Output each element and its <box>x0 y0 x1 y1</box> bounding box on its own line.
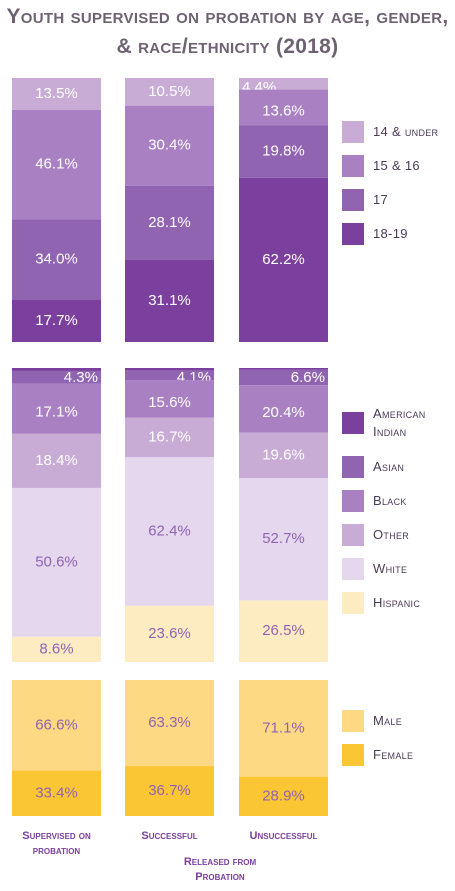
data-label: 13.5% <box>35 85 78 102</box>
data-label: 18.4% <box>35 452 78 469</box>
legend-swatch <box>342 223 364 245</box>
bar-segment <box>125 417 214 458</box>
bar-segment <box>239 680 328 777</box>
data-label: 4.3% <box>64 369 98 386</box>
data-label: 19.8% <box>262 143 305 160</box>
data-label: 52.7% <box>262 530 305 547</box>
legend-label: 14 & under <box>373 124 439 139</box>
bar-segment <box>125 370 214 381</box>
legend-label: American Indian <box>373 406 426 439</box>
data-label: 17.1% <box>35 404 78 421</box>
bar-segment <box>239 385 328 433</box>
group-label: Released from Probation <box>183 856 257 883</box>
legend-swatch <box>342 155 364 177</box>
bar-segment <box>12 300 101 342</box>
bar-segment <box>12 78 101 111</box>
data-label: 23.6% <box>148 625 191 642</box>
data-label: 17.7% <box>35 312 78 329</box>
bar-segment <box>125 78 214 106</box>
legend-swatch <box>342 592 364 614</box>
chart-title: Youth supervised on probation by age, ge… <box>6 5 449 58</box>
bar-segment <box>12 368 101 371</box>
bar-segment <box>239 369 328 386</box>
legend-label: Asian <box>373 459 405 474</box>
bar-segment <box>12 383 101 434</box>
data-label: 6.6% <box>291 369 325 386</box>
legend-swatch <box>342 456 364 478</box>
legend-label: Other <box>373 527 410 542</box>
data-label: 28.9% <box>262 787 305 804</box>
bar-segment <box>12 370 101 384</box>
x-tick-label: Supervised on probation <box>22 830 91 857</box>
data-label: 31.1% <box>148 292 191 309</box>
legend-label: Black <box>373 493 407 508</box>
bar-segment <box>125 368 214 371</box>
bar-segment <box>12 770 101 816</box>
legend-swatch <box>342 558 364 580</box>
legend-swatch <box>342 710 364 732</box>
legend-swatch <box>342 524 364 546</box>
bar-segment <box>12 636 101 662</box>
bar-segment <box>125 766 214 816</box>
data-label: 13.6% <box>262 103 305 120</box>
legend-label: Female <box>373 747 414 762</box>
legend-swatch <box>342 189 364 211</box>
x-tick-label: Successful <box>141 830 198 842</box>
data-label: 10.5% <box>148 83 191 100</box>
data-label: 26.5% <box>262 622 305 639</box>
bar-segment <box>239 600 328 662</box>
bar-segment <box>125 680 214 767</box>
bar-segment <box>239 78 328 90</box>
bar-segment <box>125 185 214 260</box>
bar-segment <box>125 105 214 186</box>
data-label: 50.6% <box>35 553 78 570</box>
data-label: 15.6% <box>148 394 191 411</box>
bar-segment <box>125 380 214 418</box>
data-label: 66.6% <box>35 716 78 733</box>
data-label: 63.3% <box>148 714 191 731</box>
data-label: 8.6% <box>39 640 73 657</box>
bar-segment <box>12 433 101 488</box>
legend-label: 17 <box>373 192 389 207</box>
bar-segment <box>12 219 101 301</box>
bar-segment <box>239 368 328 370</box>
legend-label: 18-19 <box>373 226 408 241</box>
data-label: 28.1% <box>148 214 191 231</box>
x-tick-label: Unsuccessful <box>249 830 318 842</box>
bar-segment <box>125 605 214 662</box>
data-label: 19.6% <box>262 446 305 463</box>
bar-segment <box>125 259 214 342</box>
bar-segment <box>239 125 328 178</box>
data-label: 20.4% <box>262 404 305 421</box>
bar-segment <box>239 177 328 342</box>
data-label: 34.0% <box>35 251 78 268</box>
bar-segment <box>239 89 328 126</box>
data-label: 62.2% <box>262 251 305 268</box>
legend-label: 15 & 16 <box>373 158 420 173</box>
bar-segment <box>12 487 101 637</box>
bar-segment <box>239 432 328 479</box>
data-label: 30.4% <box>148 137 191 154</box>
data-label: 71.1% <box>262 719 305 736</box>
bar-segment <box>125 457 214 606</box>
bar-segment <box>239 776 328 816</box>
legend-label: White <box>373 561 408 576</box>
data-label: 16.7% <box>148 428 191 445</box>
legend-label: Male <box>373 713 403 728</box>
bar-segment <box>239 478 328 601</box>
legend-label: Hispanic <box>373 595 421 610</box>
data-label: 36.7% <box>148 782 191 799</box>
data-label: 62.4% <box>148 523 191 540</box>
data-label: 46.1% <box>35 156 78 173</box>
bar-segment <box>12 680 101 771</box>
legend-swatch <box>342 121 364 143</box>
legend-swatch <box>342 744 364 766</box>
legend-swatch <box>342 490 364 512</box>
data-label: 33.4% <box>35 784 78 801</box>
legend-swatch <box>342 412 364 434</box>
bar-segment <box>12 110 101 220</box>
